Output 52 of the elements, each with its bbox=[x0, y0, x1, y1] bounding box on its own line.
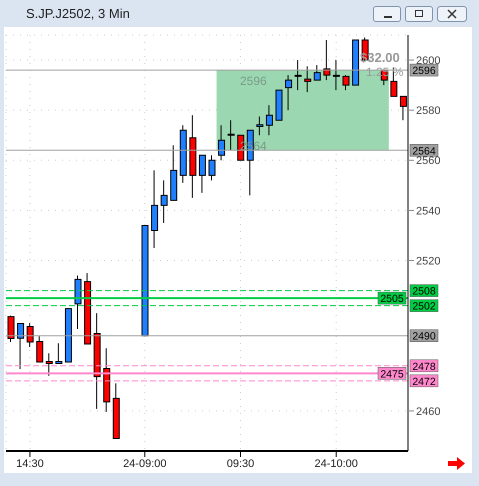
candlestick bbox=[285, 75, 292, 110]
ref-line-label: 2564 bbox=[412, 145, 436, 158]
x-tick-label: 24-10:00 bbox=[314, 458, 358, 470]
candlestick bbox=[342, 76, 350, 90]
y-tick-label: 2460 bbox=[416, 406, 440, 418]
x-tick-label: 09:30 bbox=[226, 458, 254, 470]
candlestick bbox=[112, 383, 120, 439]
candlestick bbox=[276, 90, 282, 121]
candlestick bbox=[180, 125, 187, 183]
ref-line-label: 2472 bbox=[412, 376, 436, 388]
candlestick bbox=[266, 105, 273, 136]
candlestick bbox=[189, 115, 196, 198]
ref-line-label: 2596 bbox=[412, 65, 436, 78]
y-tick-label: 2600 bbox=[416, 54, 440, 67]
y-tick-label: 2540 bbox=[416, 205, 440, 218]
candlestick bbox=[332, 60, 340, 90]
candlestick bbox=[228, 120, 235, 150]
candlestick bbox=[17, 322, 24, 370]
candlestick bbox=[55, 343, 62, 364]
y-tick-label: 2580 bbox=[416, 105, 440, 118]
x-tick-label: 14:30 bbox=[16, 458, 44, 470]
ref-line-label: 2508 bbox=[412, 286, 436, 298]
candlestick bbox=[94, 313, 101, 409]
ref-line-label: 2475 bbox=[380, 368, 404, 380]
candlestick bbox=[26, 323, 34, 347]
chart-title: S.JP.J2502, 3 Min bbox=[26, 6, 130, 21]
candlestick bbox=[208, 155, 216, 180]
candlestick bbox=[36, 336, 44, 363]
candlestick bbox=[294, 60, 302, 90]
candlestick bbox=[74, 276, 82, 329]
ref-line-label: 2478 bbox=[412, 360, 436, 373]
ref-line-label: 2502 bbox=[412, 300, 436, 313]
candlestick bbox=[103, 348, 110, 412]
candlestick bbox=[198, 154, 206, 193]
x-tick-label: 24-09:00 bbox=[123, 458, 167, 470]
ref-line-label: 2490 bbox=[412, 330, 436, 343]
candlestick bbox=[84, 273, 92, 344]
candlestick bbox=[304, 66, 312, 92]
annotation: 2596 bbox=[240, 74, 267, 88]
candlestick bbox=[142, 224, 148, 336]
candlestick bbox=[64, 308, 72, 363]
candlestick bbox=[256, 116, 264, 136]
candlestick bbox=[352, 40, 360, 86]
candlestick bbox=[151, 170, 158, 248]
annotation: $32.00 bbox=[360, 50, 400, 65]
y-tick-label: 2520 bbox=[416, 255, 440, 268]
candlestick bbox=[170, 145, 178, 201]
y-tick-label: 2560 bbox=[416, 155, 440, 168]
ref-line-label: 2505 bbox=[380, 293, 404, 306]
candlestick bbox=[218, 125, 226, 160]
candlestick bbox=[8, 316, 14, 342]
candlestick bbox=[160, 180, 168, 223]
